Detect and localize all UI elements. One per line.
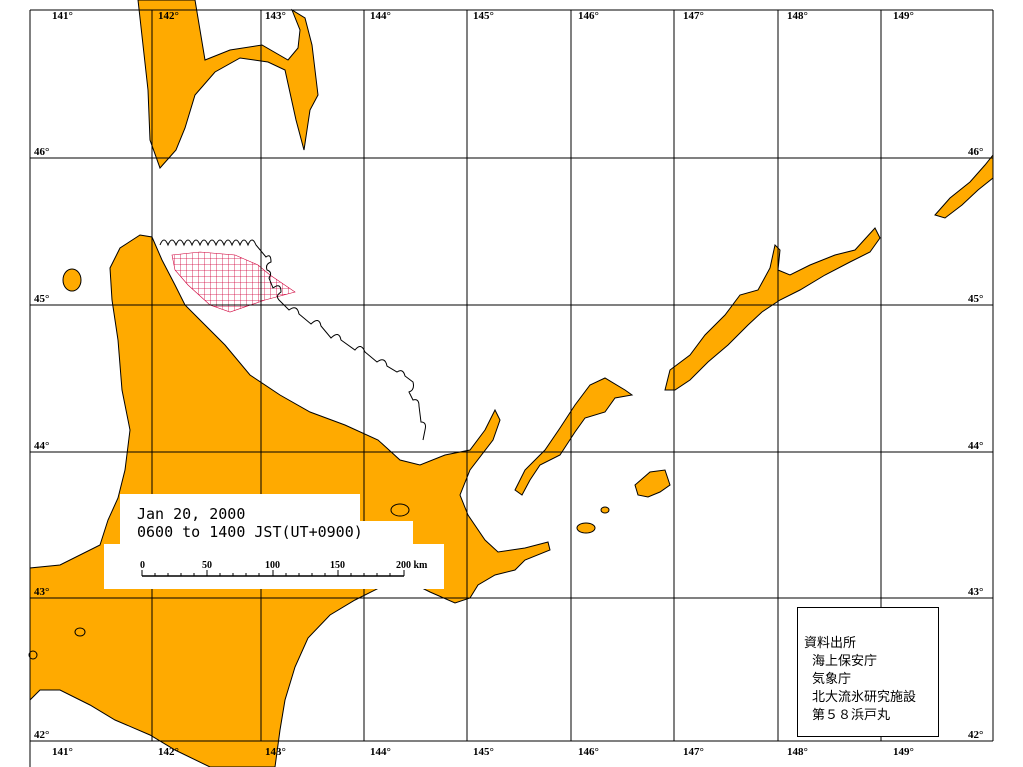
- islet: [576, 522, 596, 534]
- lon-label: 143°: [265, 10, 286, 22]
- scale-tick-label: 150: [330, 560, 345, 571]
- lon-label: 141°: [52, 746, 73, 758]
- graticule: [29, 9, 994, 742]
- date-label: Jan 20, 2000: [137, 505, 246, 523]
- sakhalin-landmass: [137, 0, 319, 169]
- lon-label: 145°: [473, 10, 494, 22]
- lon-label: 145°: [473, 746, 494, 758]
- source-line: 気象庁: [812, 672, 852, 687]
- lon-label: 142°: [158, 746, 179, 758]
- info-panel-top-ext: [360, 521, 413, 544]
- lon-label: 148°: [787, 746, 808, 758]
- islet: [390, 503, 410, 517]
- lon-label: 141°: [52, 10, 73, 22]
- lon-label: 144°: [370, 746, 391, 758]
- lat-label: 42°: [968, 729, 984, 741]
- lat-label: 46°: [34, 146, 50, 158]
- source-line: 第５８浜戸丸: [812, 708, 891, 723]
- lon-label: 146°: [578, 10, 599, 22]
- lon-label: 149°: [893, 746, 914, 758]
- lon-label: 144°: [370, 10, 391, 22]
- etorofu-island: [664, 227, 881, 391]
- islet: [28, 650, 38, 660]
- scale-bar: [141, 570, 405, 577]
- lon-label: 149°: [893, 10, 914, 22]
- source-line: 海上保安庁: [812, 654, 878, 669]
- lon-label: 147°: [683, 746, 704, 758]
- lat-label: 46°: [968, 146, 984, 158]
- lat-label: 44°: [34, 440, 50, 452]
- ice-edge-line: [159, 239, 426, 441]
- lat-label: 43°: [34, 586, 50, 598]
- scale-tick-label: 100: [265, 560, 280, 571]
- urup-island: [934, 153, 994, 219]
- source-line: 北大流氷研究施設: [812, 690, 917, 705]
- time-range-label: 0600 to 1400 JST(UT+0900): [137, 523, 363, 541]
- info-panel-scale: [104, 544, 444, 589]
- lat-label: 43°: [968, 586, 984, 598]
- islet: [600, 506, 610, 514]
- lon-label: 143°: [265, 746, 286, 758]
- info-panel-top: [120, 494, 360, 544]
- lat-label: 42°: [34, 729, 50, 741]
- lon-label: 147°: [683, 10, 704, 22]
- lat-label: 45°: [968, 293, 984, 305]
- source-title: 資料出所: [804, 636, 857, 651]
- scale-tick-label: 0: [140, 560, 145, 571]
- scale-tick-label: 50: [202, 560, 212, 571]
- shikotan-island: [634, 469, 671, 498]
- lon-label: 142°: [158, 10, 179, 22]
- data-source-box: 資料出所 海上保安庁 気象庁 北大流氷研究施設 第５８浜戸丸: [797, 607, 939, 737]
- sea-ice-area: [171, 251, 296, 313]
- scale-tick-label: 200 km: [396, 560, 428, 571]
- lon-label: 146°: [578, 746, 599, 758]
- kunashiri-island: [514, 377, 634, 496]
- lat-label: 45°: [34, 293, 50, 305]
- lat-label: 44°: [968, 440, 984, 452]
- rishiri-island: [62, 268, 82, 292]
- islet: [74, 627, 86, 637]
- lon-label: 148°: [787, 10, 808, 22]
